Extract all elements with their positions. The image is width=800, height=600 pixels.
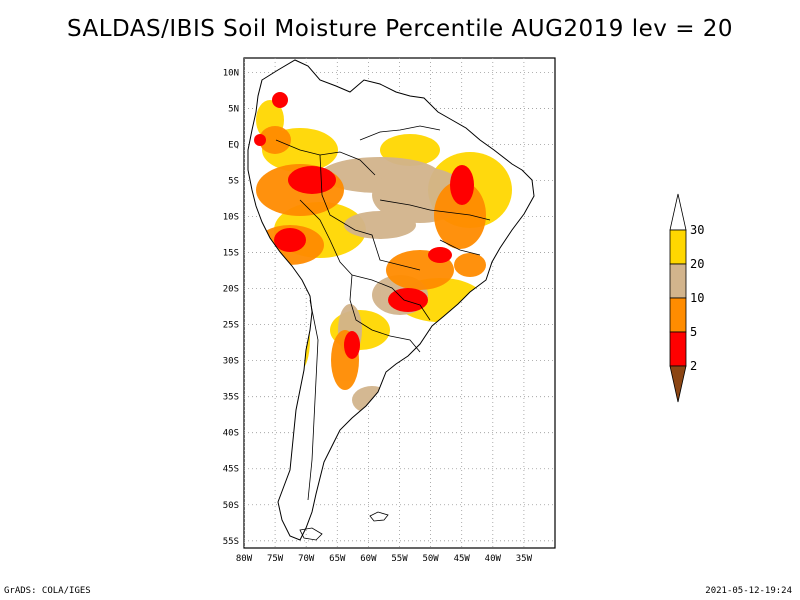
lon-tick-label: 75W: [267, 554, 284, 564]
lat-tick-label: EQ: [228, 140, 239, 150]
legend-swatch: [669, 331, 687, 367]
lon-tick-label: 60W: [360, 554, 377, 564]
lat-tick-label: 55S: [223, 537, 239, 547]
lat-tick-label: 5S: [228, 177, 239, 187]
legend-swatch: [669, 229, 687, 265]
lat-tick-label: 15S: [223, 249, 239, 259]
tierra-del-fuego: [299, 527, 323, 541]
legend-label: 10: [690, 291, 704, 305]
lat-tick-label: 45S: [223, 465, 239, 475]
country-borders: [275, 125, 491, 501]
map-title: SALDAS/IBIS Soil Moisture Percentile AUG…: [66, 16, 734, 42]
lat-tick-label: 20S: [223, 285, 239, 295]
lon-tick-label: 65W: [329, 554, 346, 564]
falkland-islands: [369, 511, 389, 522]
lon-tick-label: 35W: [516, 554, 533, 564]
color-legend: 30 20 10 5 2: [669, 193, 704, 403]
legend-label: 30: [690, 223, 704, 237]
lat-tick-label: 10N: [223, 68, 239, 78]
legend-bottom-arrow: [669, 365, 687, 403]
legend-label: 5: [690, 325, 697, 339]
legend-label: 2: [690, 359, 697, 373]
legend-label: 20: [690, 257, 704, 271]
lon-tick-label: 40W: [485, 554, 502, 564]
lon-tick-label: 50W: [422, 554, 439, 564]
lat-tick-label: 35S: [223, 393, 239, 403]
lon-tick-label: 80W: [236, 554, 253, 564]
legend-swatch: [669, 263, 687, 299]
legend-top-arrow: [669, 193, 687, 231]
lon-tick-label: 45W: [454, 554, 471, 564]
lat-tick-label: 10S: [223, 213, 239, 223]
lat-tick-label: 50S: [223, 501, 239, 511]
lat-tick-label: 25S: [223, 321, 239, 331]
lat-tick-label: 30S: [223, 357, 239, 367]
timestamp: 2021-05-12-19:24: [705, 586, 792, 596]
grads-credit: GrADS: COLA/IGES: [4, 586, 91, 596]
legend-swatch: [669, 297, 687, 333]
lon-tick-label: 55W: [391, 554, 408, 564]
lon-tick-label: 70W: [298, 554, 315, 564]
lat-tick-label: 40S: [223, 429, 239, 439]
coastline: [247, 59, 535, 541]
lat-tick-label: 5N: [228, 104, 239, 114]
